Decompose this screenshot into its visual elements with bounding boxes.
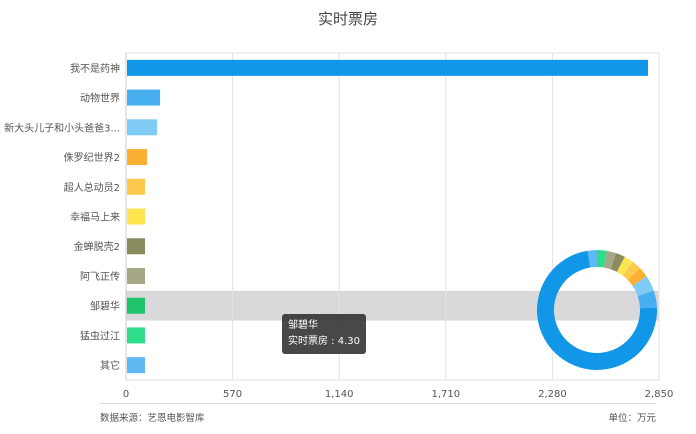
category-label: 侏罗纪世界2 [64, 152, 120, 164]
category-label: 猛虫过江 [80, 329, 120, 342]
tooltip-row: 实时票房 : 4.30 [288, 336, 360, 347]
footer-divider [100, 403, 656, 404]
donut-slice [616, 256, 633, 276]
donut-slice [597, 250, 607, 268]
donut-slice [627, 268, 647, 286]
category-label: 幸福马上来 [70, 211, 120, 224]
category-label: 邹碧华 [90, 300, 120, 313]
bar [127, 267, 145, 284]
donut-slice [622, 261, 640, 280]
category-label: 超人总动员2 [64, 181, 120, 194]
bar [127, 208, 145, 225]
category-label: 阿飞正传 [80, 271, 120, 283]
bar [127, 178, 145, 195]
x-tick-label: 0 [123, 389, 129, 400]
donut-slice [637, 290, 657, 309]
x-tick-label: 2,280 [538, 389, 567, 400]
donut-slice [604, 250, 617, 270]
bar [127, 59, 649, 76]
chart-title: 实时票房 [317, 10, 378, 28]
data-source: 数据来源：艺恩电影智库 [100, 413, 205, 424]
donut-slice [632, 276, 654, 296]
category-label: 动物世界 [80, 92, 120, 105]
bar [127, 119, 157, 136]
bar [127, 89, 161, 106]
unit-label: 单位：万元 [608, 413, 656, 424]
donut-slice [603, 250, 607, 268]
x-tick-label: 570 [223, 389, 242, 400]
donut-slice [587, 250, 597, 268]
bar [127, 149, 148, 166]
highlight-band [126, 290, 659, 321]
bar [127, 238, 145, 255]
bar [127, 327, 145, 344]
category-label: 金蝉脱壳2 [74, 240, 120, 253]
tooltip-label: 实时票房 [288, 336, 328, 347]
x-tick-label: 2,850 [645, 389, 674, 400]
tooltip: 邹碧华 实时票房 : 4.30 [282, 314, 366, 354]
x-tick-label: 1,710 [431, 389, 460, 400]
category-label: 新大头儿子和小头爸爸3... [4, 121, 120, 134]
tooltip-title: 邹碧华 [288, 320, 318, 331]
category-label: 我不是药神 [70, 62, 120, 75]
x-tick-label: 1,140 [325, 389, 354, 400]
bar [127, 357, 145, 374]
tooltip-value: 4.30 [337, 336, 360, 347]
category-label: 其它 [100, 359, 120, 372]
bar [127, 297, 145, 314]
donut-slice [610, 253, 625, 272]
